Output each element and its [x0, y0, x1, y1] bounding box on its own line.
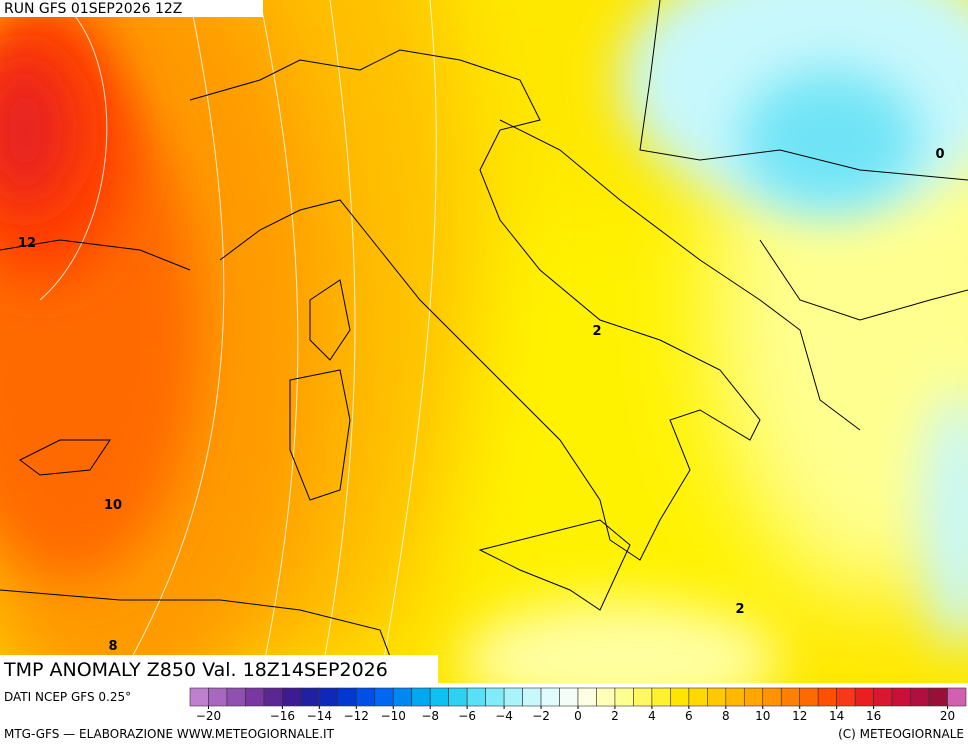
color-box [688, 687, 708, 707]
color-box [245, 687, 265, 707]
colorbar-tick-label: −2 [532, 709, 550, 723]
contour-label: 0 [935, 147, 944, 162]
colorbar-tick-label: 20 [940, 709, 955, 723]
colorbar-tick-label: −16 [270, 709, 295, 723]
colorbar-tick-label: −14 [307, 709, 332, 723]
color-box [836, 687, 856, 707]
colorbar-tick-label: 4 [648, 709, 656, 723]
colorbar-tick-label: −8 [421, 709, 439, 723]
color-box [596, 687, 616, 707]
color-box [614, 687, 634, 707]
contour-label: 8 [108, 639, 117, 654]
title-box [0, 655, 438, 683]
contour-label: 2 [592, 324, 601, 339]
colorbar-tick-label: 14 [829, 709, 844, 723]
data-source: DATI NCEP GFS 0.25° [4, 690, 131, 704]
colorbar-tick-label: −10 [381, 709, 406, 723]
colorbar-tick-label: −6 [458, 709, 476, 723]
color-box [226, 687, 246, 707]
colorbar-tick-label: −4 [495, 709, 513, 723]
color-box [448, 687, 468, 707]
colorbar-tick-label: 10 [755, 709, 770, 723]
color-box [355, 687, 376, 707]
colorbar-tick-label: −20 [196, 709, 221, 723]
colorbar-tick-label: 8 [722, 709, 730, 723]
color-box [208, 687, 228, 707]
color-box [947, 687, 967, 707]
color-box [540, 687, 560, 707]
color-box [651, 687, 671, 707]
colorbar-tick-label: 0 [574, 709, 582, 723]
color-box [189, 687, 209, 707]
color-box [485, 687, 505, 707]
footer-left: MTG-GFS — ELABORAZIONE WWW.METEOGIORNALE… [4, 727, 335, 741]
map-title: TMP ANOMALY Z850 Val. 18Z14SEP2026 [3, 659, 388, 681]
color-box [891, 687, 911, 707]
color-box [762, 687, 782, 707]
colorbar-tick-label: 16 [866, 709, 881, 723]
run-box [0, 0, 263, 17]
contour-label: 10 [104, 498, 122, 513]
color-box [725, 687, 745, 707]
isolines [39, 0, 437, 683]
contour-label: 12 [18, 236, 36, 251]
color-box [928, 687, 948, 707]
color-box [429, 687, 449, 707]
footer-right: (C) METEOGIORNALE [838, 727, 964, 741]
color-box [282, 687, 302, 707]
color-box [263, 687, 283, 707]
color-box [392, 687, 413, 707]
run-label: RUN GFS 01SEP2026 12Z [4, 1, 182, 17]
color-box [466, 687, 486, 707]
color-box [873, 687, 893, 707]
color-box [743, 687, 764, 707]
color-box [559, 687, 579, 707]
coastlines [0, 0, 968, 683]
color-box [817, 687, 837, 707]
color-box [799, 687, 819, 707]
colorbar-tick-label: 6 [685, 709, 693, 723]
color-box [910, 687, 930, 707]
colorbar-tick-label: 12 [792, 709, 807, 723]
color-box [411, 687, 431, 707]
color-box [374, 687, 394, 707]
color-box [670, 687, 690, 707]
color-box [780, 687, 801, 707]
color-box [522, 687, 542, 707]
color-box [319, 687, 339, 707]
colorbar-tick-label: −12 [344, 709, 369, 723]
color-box [854, 687, 874, 707]
color-box [633, 687, 653, 707]
color-box [707, 687, 727, 707]
colorbar-tick-label: 2 [611, 709, 619, 723]
color-box [503, 687, 523, 707]
color-box [337, 687, 357, 707]
contour-label: 2 [735, 602, 744, 617]
color-box [577, 687, 597, 707]
color-box [300, 687, 320, 707]
